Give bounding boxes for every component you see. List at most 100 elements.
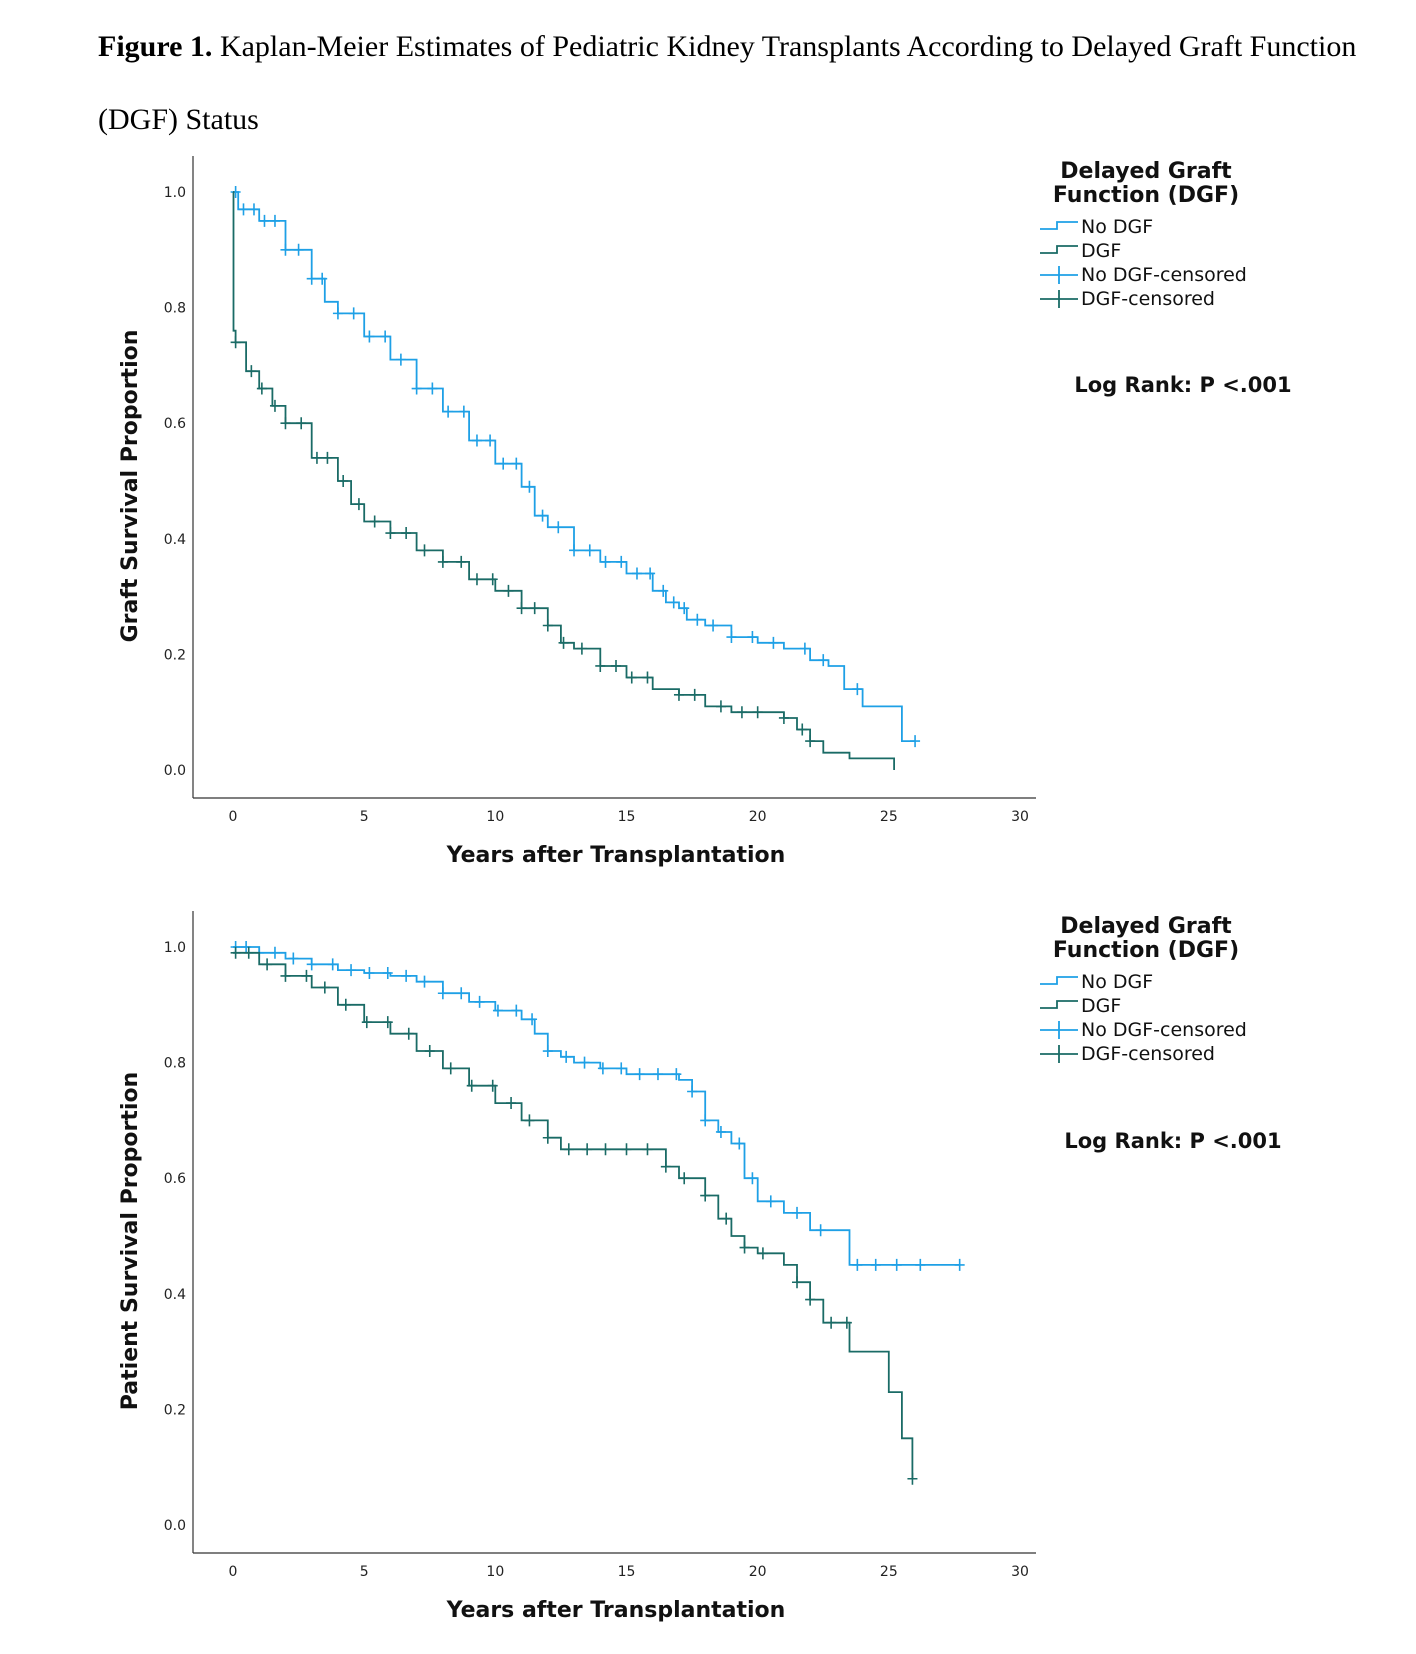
censored-marker-dgf — [516, 602, 527, 615]
censored-marker-dgf — [582, 1143, 593, 1156]
series-line-no-dgf — [233, 191, 916, 742]
censored-marker-dgf — [715, 700, 726, 713]
censored-marker-no-dgf — [954, 1258, 965, 1271]
censored-marker-no-dgf — [616, 555, 627, 568]
legend-title-line: Delayed Graft — [1060, 159, 1232, 184]
log-rank-annotation: Log Rank: P <.001 — [1074, 373, 1291, 397]
censored-marker-no-dgf — [652, 1068, 663, 1081]
censored-marker-dgf — [611, 659, 622, 672]
censored-marker-no-dgf — [269, 946, 280, 959]
censored-marker-no-dgf — [458, 405, 469, 418]
y-tick-label: 0.0 — [164, 763, 186, 779]
x-tick-label: 30 — [1011, 1564, 1029, 1580]
censored-marker-dgf — [673, 688, 684, 701]
legend-item-label: No DGF-censored — [1081, 1019, 1247, 1041]
censored-marker-dgf — [805, 735, 816, 748]
x-tick-label: 20 — [749, 809, 767, 825]
legend-item-label: No DGF — [1081, 216, 1153, 238]
y-tick-label: 0.8 — [164, 301, 186, 317]
censored-marker-no-dgf — [597, 1062, 608, 1075]
censored-marker-dgf — [403, 1027, 414, 1040]
censored-marker-no-dgf — [768, 636, 779, 649]
series-line-no-dgf — [233, 946, 960, 1266]
censored-marker-no-dgf — [230, 186, 241, 198]
legend-swatch-censored — [1040, 290, 1078, 308]
censored-marker-dgf — [487, 573, 498, 586]
censored-marker-no-dgf — [799, 642, 810, 655]
censored-marker-no-dgf — [818, 654, 829, 667]
y-tick-label: 0.4 — [164, 532, 186, 548]
censored-marker-dgf — [506, 1097, 517, 1110]
censored-marker-dgf — [739, 1241, 750, 1254]
censored-marker-dgf — [752, 706, 763, 719]
legend-swatch-censored — [1040, 266, 1078, 284]
censored-marker-no-dgf — [241, 941, 252, 953]
x-tick-label: 20 — [749, 1564, 767, 1580]
censored-marker-dgf — [689, 688, 700, 701]
censored-marker-no-dgf — [747, 1172, 758, 1185]
censored-marker-no-dgf — [471, 434, 482, 447]
y-tick-label: 0.8 — [164, 1056, 186, 1072]
censored-marker-no-dgf — [306, 958, 317, 971]
censored-marker-no-dgf — [634, 1068, 645, 1081]
censored-marker-dgf — [401, 527, 412, 540]
censored-marker-no-dgf — [248, 203, 259, 216]
legend-item-label: No DGF-censored — [1081, 264, 1247, 286]
censored-marker-dgf — [595, 659, 606, 672]
censored-marker-dgf — [369, 515, 380, 528]
censored-marker-dgf — [319, 981, 330, 994]
legend-title-line: Function (DGF) — [1053, 938, 1239, 963]
censored-marker-dgf — [600, 1143, 611, 1156]
x-tick-label: 30 — [1011, 809, 1029, 825]
censored-marker-dgf — [243, 946, 254, 959]
censored-marker-no-dgf — [870, 1258, 881, 1271]
axes: 0 5 10 15 20 25 30 0.0 0.2 0.4 0.6 0.8 1.0 Years afte… — [118, 911, 1036, 1623]
censored-marker-dgf — [524, 1114, 535, 1127]
censored-marker-dgf — [621, 1143, 632, 1156]
censored-marker-dgf — [503, 584, 514, 597]
x-tick-label: 15 — [618, 1564, 636, 1580]
censored-marker-dgf — [230, 946, 241, 959]
censored-marker-no-dgf — [346, 964, 357, 977]
censored-marker-dgf — [437, 555, 448, 568]
censored-marker-no-dgf — [411, 382, 422, 395]
censored-marker-no-dgf — [537, 509, 548, 522]
censored-marker-no-dgf — [815, 1224, 826, 1237]
censored-marker-no-dgf — [332, 307, 343, 320]
figure-caption: Figure 1. Kaplan-Meier Estimates of Pedi… — [98, 10, 1358, 156]
censored-marker-no-dgf — [395, 353, 406, 366]
censored-marker-no-dgf — [584, 544, 595, 557]
censored-marker-no-dgf — [443, 405, 454, 418]
censored-marker-no-dgf — [631, 567, 642, 580]
censored-marker-dgf — [280, 969, 291, 982]
censored-marker-dgf — [642, 671, 653, 684]
censored-marker-no-dgf — [437, 987, 448, 1000]
censored-marker-no-dgf — [553, 521, 564, 534]
censored-marker-dgf — [361, 1016, 372, 1029]
censored-marker-dgf — [269, 399, 280, 412]
censored-marker-no-dgf — [348, 307, 359, 320]
censored-marker-dgf — [700, 1189, 711, 1202]
y-tick-label: 1.0 — [164, 185, 186, 201]
censored-marker-no-dgf — [765, 1195, 776, 1208]
censored-marker-dgf — [736, 706, 747, 719]
x-tick-label: 15 — [618, 809, 636, 825]
censored-marker-dgf — [626, 671, 637, 684]
y-axis-label: Patient Survival Proportion — [118, 1072, 143, 1410]
censored-marker-no-dgf — [474, 995, 485, 1008]
legend-item-label: No DGF — [1081, 971, 1153, 993]
censored-marker-no-dgf — [419, 975, 430, 988]
censored-marker-dgf — [487, 1079, 498, 1092]
legend-item-label: DGF — [1081, 995, 1121, 1017]
censored-marker-no-dgf — [280, 243, 291, 256]
y-tick-label: 0.4 — [164, 1287, 186, 1303]
axes: 0 5 10 15 20 25 30 0.0 0.2 0.4 0.6 0.8 1.0 Years afte… — [118, 156, 1036, 868]
censored-marker-no-dgf — [852, 683, 863, 696]
censored-marker-dgf — [296, 417, 307, 430]
censored-marker-no-dgf — [364, 330, 375, 343]
censored-marker-no-dgf — [708, 619, 719, 632]
censored-marker-dgf — [311, 451, 322, 464]
x-tick-label: 10 — [486, 809, 504, 825]
censored-marker-dgf — [826, 1316, 837, 1329]
